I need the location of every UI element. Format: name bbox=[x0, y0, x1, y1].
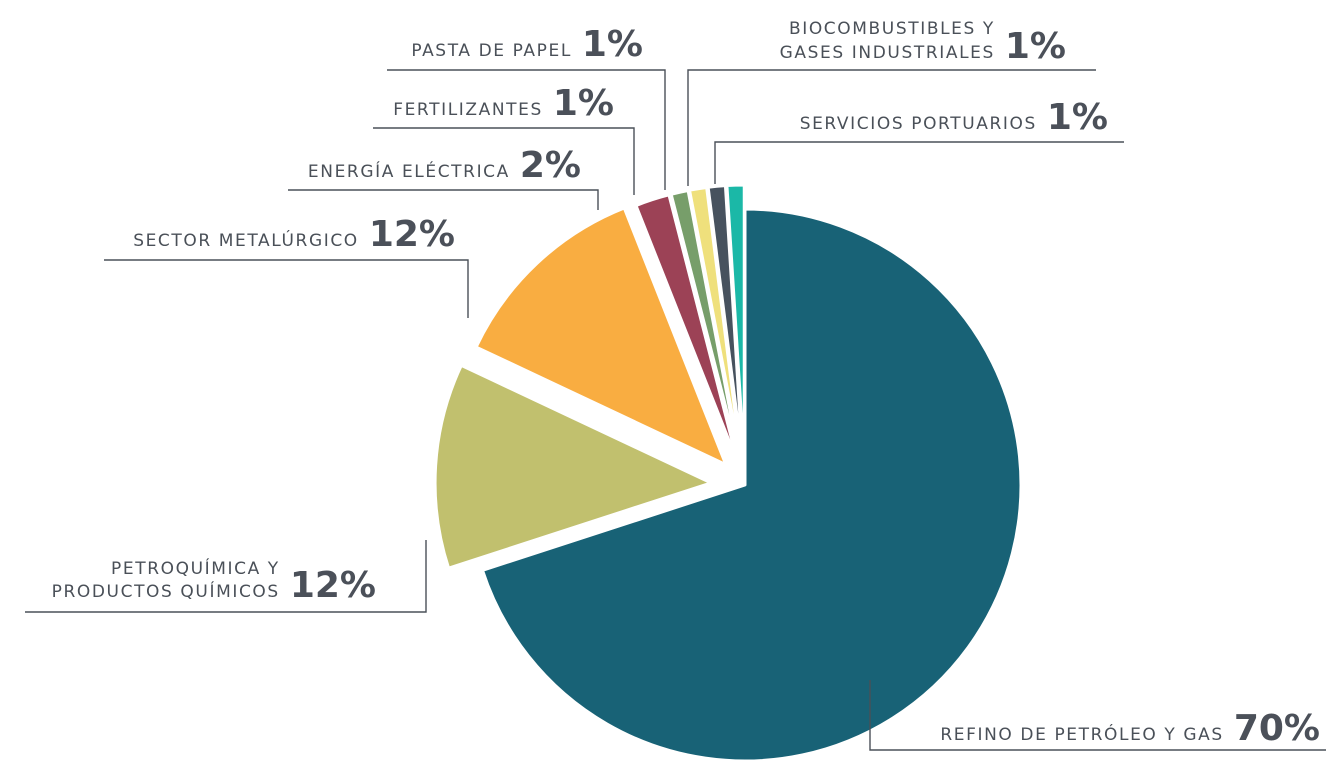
slice-category-label: PRODUCTOS QUÍMICOS bbox=[52, 580, 280, 602]
slice-label: 1% SERVICIOS PORTUARIOS bbox=[800, 97, 1108, 138]
slice-label: 12% SECTOR METALÚRGICO bbox=[133, 214, 455, 255]
leader-line bbox=[387, 69, 666, 190]
pie-slice bbox=[634, 193, 740, 464]
pie-slices bbox=[433, 183, 1023, 763]
leader-line bbox=[687, 69, 1096, 186]
leader-line bbox=[714, 141, 1124, 184]
slice-percent: 1% bbox=[1005, 26, 1066, 67]
leader-line bbox=[373, 127, 635, 195]
slice-category-label: ENERGÍA ELÉCTRICA bbox=[308, 160, 510, 182]
pie-slice bbox=[474, 206, 728, 467]
slice-label: 1% BIOCOMBUSTIBLES Y GASES INDUSTRIALES bbox=[780, 19, 1066, 67]
slice-label: 1% FERTILIZANTES bbox=[393, 83, 614, 124]
slice-category-label: PETROQUÍMICA Y bbox=[111, 557, 280, 579]
slice-category-label: GASES INDUSTRIALES bbox=[780, 43, 995, 63]
slice-category-label: SECTOR METALÚRGICO bbox=[133, 229, 359, 251]
slice-category-label: BIOCOMBUSTIBLES Y bbox=[789, 19, 995, 39]
slice-category-label: SERVICIOS PORTUARIOS bbox=[800, 114, 1037, 134]
slice-category-label: REFINO DE PETRÓLEO Y GAS bbox=[940, 723, 1223, 745]
slice-percent: 2% bbox=[520, 145, 581, 186]
leader-lines bbox=[25, 69, 1326, 751]
leader-line bbox=[869, 680, 1326, 751]
leader-line bbox=[25, 540, 427, 613]
pie-slice bbox=[725, 183, 746, 463]
slice-percent: 1% bbox=[582, 24, 643, 65]
slice-percent: 12% bbox=[290, 565, 376, 606]
slice-category-label: PASTA DE PAPEL bbox=[411, 41, 572, 61]
leader-line bbox=[104, 259, 469, 318]
pie-slice bbox=[433, 363, 713, 570]
leader-line bbox=[288, 189, 599, 210]
slice-percent: 1% bbox=[1047, 97, 1108, 138]
slice-percent: 1% bbox=[553, 83, 614, 124]
slice-percent: 70% bbox=[1234, 708, 1320, 749]
pie-slice bbox=[706, 184, 745, 463]
pie-slice bbox=[688, 185, 743, 463]
slice-label: 70% REFINO DE PETRÓLEO Y GAS bbox=[940, 708, 1320, 749]
pie-slice bbox=[669, 188, 742, 464]
slice-label: 1% PASTA DE PAPEL bbox=[411, 24, 643, 65]
slice-category-label: FERTILIZANTES bbox=[393, 100, 543, 120]
slice-percent: 12% bbox=[369, 214, 455, 255]
slice-labels: 70% REFINO DE PETRÓLEO Y GAS 12% PETROQUÍMI… bbox=[52, 19, 1320, 749]
slice-label: 2% ENERGÍA ELÉCTRICA bbox=[308, 145, 581, 186]
pie-slice bbox=[481, 207, 1023, 763]
